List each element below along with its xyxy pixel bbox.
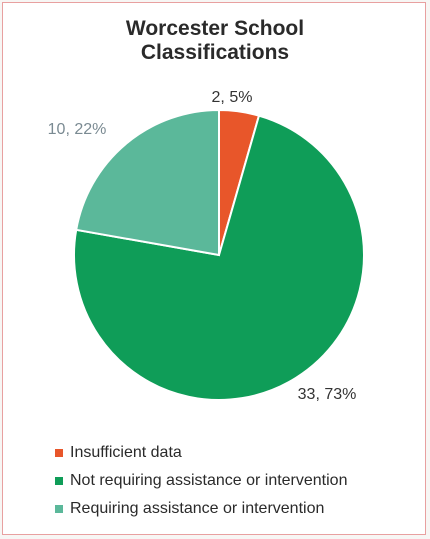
legend-item-insufficient-data: Insufficient data <box>55 444 347 462</box>
chart-legend: Insufficient data Not requiring assistan… <box>55 444 347 528</box>
legend-label-requiring: Requiring assistance or intervention <box>70 500 325 517</box>
slice-label-insufficient-data: 2, 5% <box>212 89 253 106</box>
legend-label-insufficient-data: Insufficient data <box>70 444 182 461</box>
legend-item-requiring: Requiring assistance or intervention <box>55 500 347 518</box>
legend-swatch-not-requiring <box>55 477 63 485</box>
chart-frame: Worcester School Classifications 2, 5% 3… <box>2 2 426 535</box>
slice-label-not-requiring: 33, 73% <box>298 386 357 403</box>
pie-chart: 2, 5% 33, 73% 10, 22% <box>48 89 365 403</box>
legend-swatch-requiring <box>55 505 63 513</box>
chart-title-line-1: Worcester School <box>125 17 305 40</box>
pie-slice-requiring <box>75 108 220 257</box>
legend-swatch-insufficient-data <box>55 449 63 457</box>
chart-title: Worcester School Classifications <box>3 17 427 65</box>
legend-item-not-requiring: Not requiring assistance or intervention <box>55 472 347 490</box>
chart-title-line-2: Classifications <box>140 41 290 64</box>
legend-label-not-requiring: Not requiring assistance or intervention <box>70 472 348 489</box>
slice-label-requiring: 10, 22% <box>48 121 107 138</box>
pie-slice-not-requiring <box>73 114 365 401</box>
